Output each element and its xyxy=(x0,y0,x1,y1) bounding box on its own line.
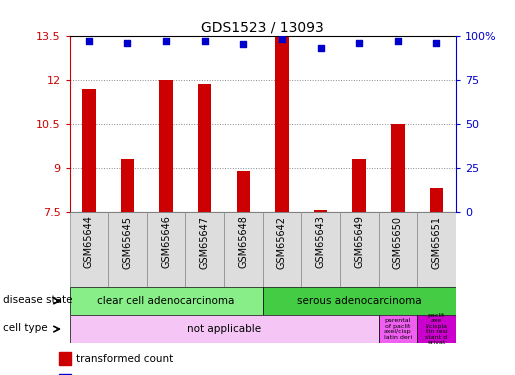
Point xyxy=(239,42,247,48)
Text: serous adenocarcinoma: serous adenocarcinoma xyxy=(297,296,421,306)
FancyBboxPatch shape xyxy=(70,287,263,315)
Bar xyxy=(159,80,173,212)
Text: GSM65651: GSM65651 xyxy=(432,216,441,268)
Bar xyxy=(59,352,72,365)
Text: clear cell adenocarcinoma: clear cell adenocarcinoma xyxy=(97,296,235,306)
FancyBboxPatch shape xyxy=(340,212,379,287)
Point xyxy=(124,40,132,46)
Bar xyxy=(352,159,366,212)
Point xyxy=(355,40,363,46)
Text: disease state: disease state xyxy=(4,294,73,304)
Bar xyxy=(59,374,72,375)
Point xyxy=(162,38,170,44)
Text: GSM65649: GSM65649 xyxy=(354,216,364,268)
Point xyxy=(316,45,324,51)
FancyBboxPatch shape xyxy=(379,315,417,343)
Text: GSM65646: GSM65646 xyxy=(161,216,171,268)
FancyBboxPatch shape xyxy=(263,212,301,287)
FancyBboxPatch shape xyxy=(147,212,185,287)
FancyBboxPatch shape xyxy=(108,212,147,287)
Point xyxy=(84,38,93,44)
FancyBboxPatch shape xyxy=(70,212,108,287)
FancyBboxPatch shape xyxy=(224,212,263,287)
FancyBboxPatch shape xyxy=(417,315,456,343)
FancyBboxPatch shape xyxy=(417,212,456,287)
Point xyxy=(201,38,209,44)
Text: parental
of paclit
axel/cisp
latin deri: parental of paclit axel/cisp latin deri xyxy=(384,318,412,340)
Bar xyxy=(314,210,328,212)
Bar xyxy=(121,159,134,212)
Bar xyxy=(236,171,250,212)
Text: transformed count: transformed count xyxy=(76,354,173,364)
Title: GDS1523 / 13093: GDS1523 / 13093 xyxy=(201,21,324,34)
Text: cell type: cell type xyxy=(4,322,48,333)
FancyBboxPatch shape xyxy=(301,212,340,287)
Point xyxy=(393,38,402,44)
Text: GSM65647: GSM65647 xyxy=(200,216,210,268)
FancyBboxPatch shape xyxy=(379,212,417,287)
FancyBboxPatch shape xyxy=(185,212,224,287)
Text: GSM65645: GSM65645 xyxy=(123,216,132,268)
Point xyxy=(432,40,440,46)
Text: GSM65648: GSM65648 xyxy=(238,216,248,268)
Text: GSM65650: GSM65650 xyxy=(393,216,403,268)
FancyBboxPatch shape xyxy=(263,287,456,315)
Bar xyxy=(275,37,289,212)
Bar xyxy=(82,88,96,212)
Bar xyxy=(430,188,443,212)
Point xyxy=(278,36,286,42)
Text: paclit
axe
l/cispla
tin resi
stant d
erivat: paclit axe l/cispla tin resi stant d eri… xyxy=(425,313,448,345)
Text: not applicable: not applicable xyxy=(187,324,261,334)
Text: GSM65642: GSM65642 xyxy=(277,216,287,268)
FancyBboxPatch shape xyxy=(70,315,379,343)
Text: GSM65644: GSM65644 xyxy=(84,216,94,268)
Bar xyxy=(198,84,212,212)
Text: GSM65643: GSM65643 xyxy=(316,216,325,268)
Bar xyxy=(391,124,405,212)
